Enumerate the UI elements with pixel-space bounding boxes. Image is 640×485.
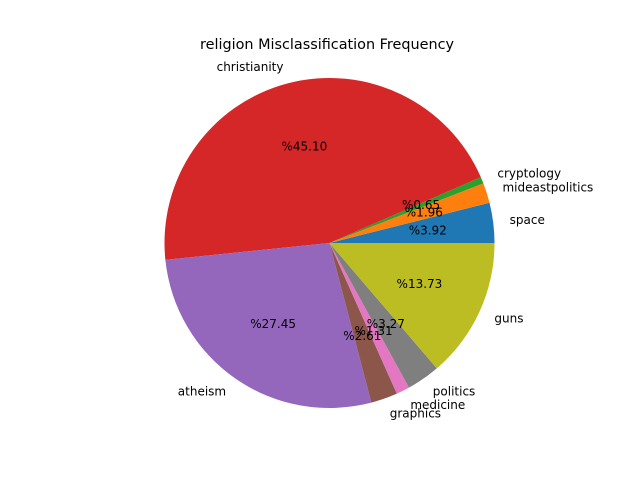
pie-slice-atheism [165,243,372,408]
slice-label-mideastpolitics: mideastpolitics [502,180,593,194]
percent-label-christianity: %45.10 [282,140,328,154]
slice-label-christianity: christianity [217,60,284,74]
pie-slice-medicine [329,243,409,394]
percent-label-graphics: %2.61 [343,329,381,343]
pie-slices [164,78,495,408]
pie-slice-graphics [329,243,397,403]
percent-labels: %3.92 %1.96%0.65 %45.10 %27.45 %2.61%1.31%3.… [250,140,447,343]
slice-label-atheism: atheism [178,385,226,399]
pie-slice-cryptology [329,177,484,243]
slice-label-graphics: graphics [390,407,441,421]
percent-label-guns: %13.73 [397,277,443,291]
pie-slice-guns [329,243,495,369]
slice-label-medicine: medicine [410,398,465,412]
slice-label-politics: politics [433,385,476,399]
percent-label-medicine: %1.31 [355,324,393,338]
percent-label-space: %3.92 [409,223,447,237]
chart-title: religion Misclassification Frequency [200,37,454,53]
percent-label-politics: %3.27 [367,317,405,331]
percent-label-cryptology: %0.65 [402,198,440,212]
pie-slice-mideastpolitics [329,183,490,243]
slice-label-cryptology: cryptology [497,167,561,181]
percent-label-atheism: %27.45 [250,317,296,331]
slice-label-guns: guns [494,311,523,325]
pie-slice-politics [329,243,437,388]
pie-slice-space [329,202,495,243]
pie-slice-christianity [164,78,481,260]
slice-label-space: space [510,213,545,227]
percent-label-mideastpolitics: %1.96 [405,205,443,219]
